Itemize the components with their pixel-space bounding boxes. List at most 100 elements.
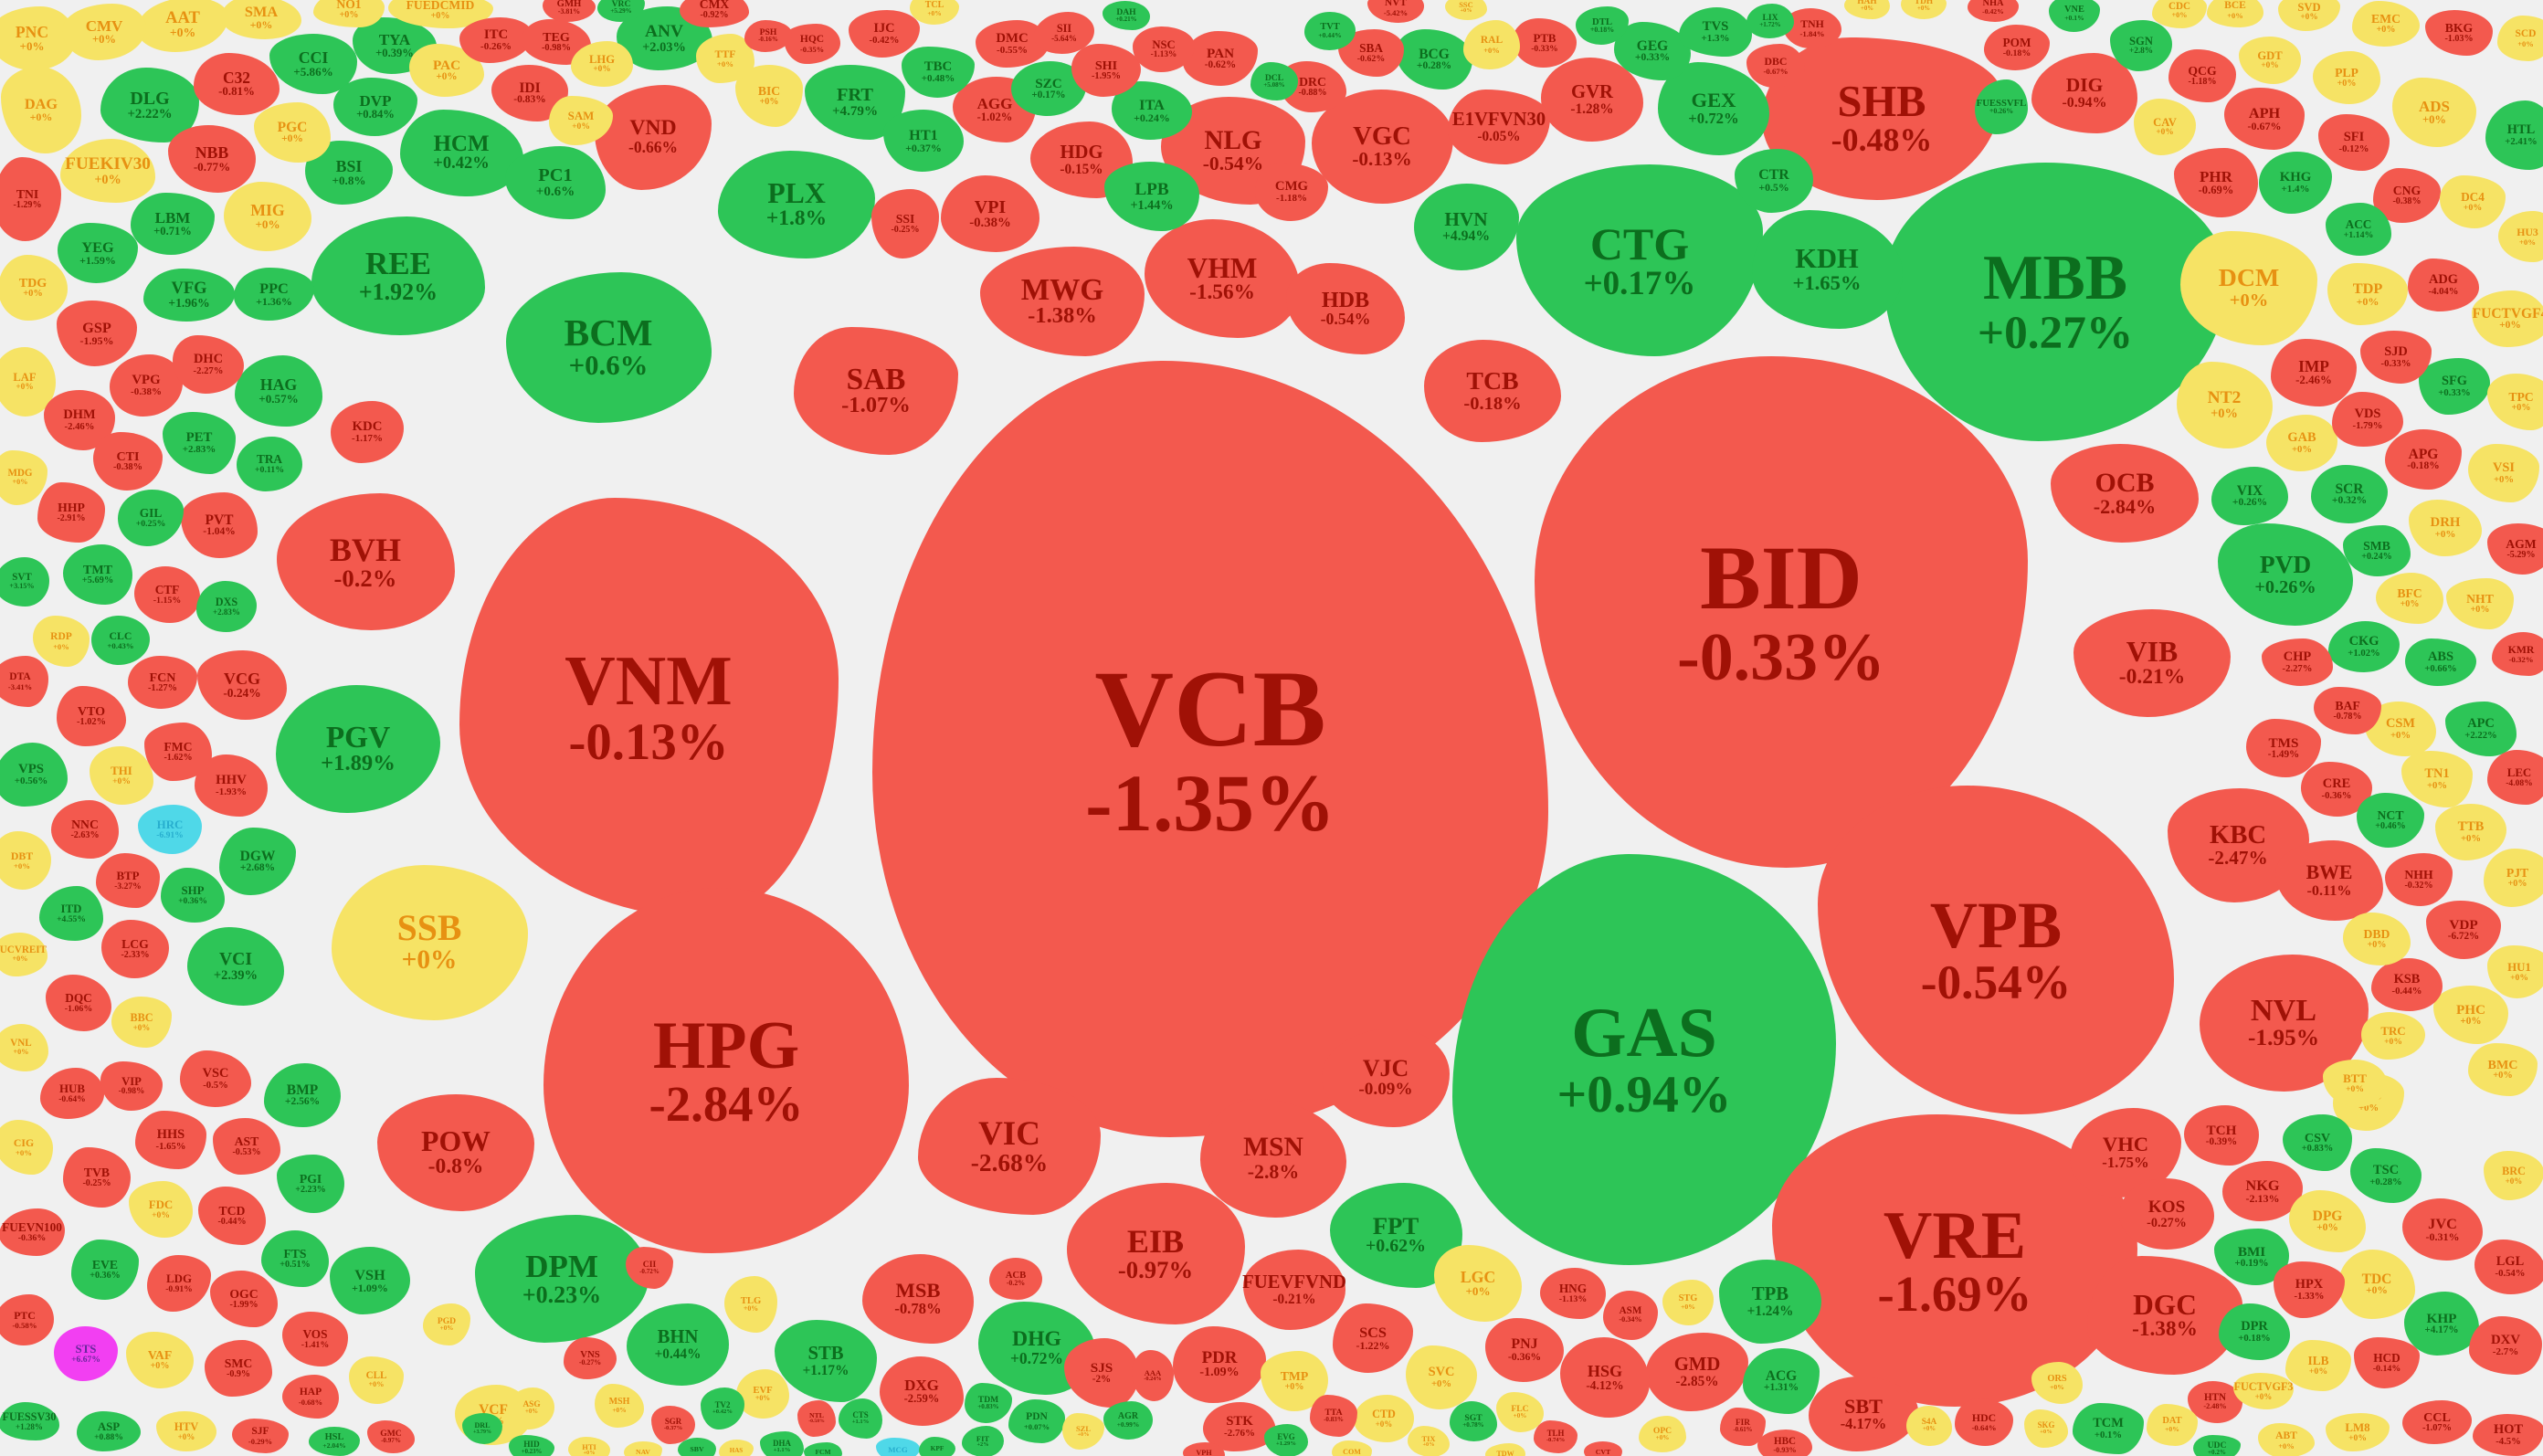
cell-ita[interactable]: ITA +0.24%: [1112, 81, 1192, 140]
cell-cts[interactable]: CTS +1.1%: [839, 1398, 882, 1439]
cell-qcg[interactable]: QCG -1.18%: [2168, 49, 2236, 102]
cell-sgr[interactable]: SGR -0.37%: [651, 1406, 695, 1444]
cell-fuessvfl[interactable]: FUESSVFL +0.26%: [1975, 79, 2028, 134]
cell-mwg[interactable]: MWG -1.38%: [980, 247, 1145, 356]
cell-sjs[interactable]: SJS -2%: [1064, 1338, 1139, 1408]
cell-vib[interactable]: VIB -0.21%: [2073, 609, 2231, 717]
cell-hot[interactable]: HOT -4.5%: [2473, 1414, 2543, 1456]
cell-eib[interactable]: EIB -0.97%: [1066, 1182, 1245, 1324]
cell-vsi[interactable]: VSI +0%: [2468, 444, 2539, 502]
cell-vip[interactable]: VIP -0.98%: [100, 1061, 163, 1111]
cell-bvh[interactable]: BVH -0.2%: [276, 493, 455, 630]
cell-dig[interactable]: DIG -0.94%: [2031, 53, 2137, 133]
cell-c32[interactable]: C32 -0.81%: [194, 53, 280, 115]
cell-opc[interactable]: OPC +0%: [1639, 1416, 1686, 1452]
cell-pdn[interactable]: PDN +0.07%: [1008, 1399, 1065, 1443]
cell-lec[interactable]: LEC -4.08%: [2487, 750, 2543, 805]
cell-adg[interactable]: ADG -4.04%: [2408, 258, 2479, 311]
cell-kpf[interactable]: KPF: [919, 1437, 955, 1456]
cell-lgc[interactable]: LGC +0%: [1434, 1245, 1522, 1322]
cell-ccl[interactable]: CCL -1.07%: [2402, 1400, 2472, 1444]
cell-fcm[interactable]: FCM: [804, 1442, 842, 1456]
cell-szl[interactable]: SZL +0%: [1062, 1413, 1104, 1450]
cell-cii[interactable]: CII -0.72%: [626, 1247, 673, 1289]
cell-pvt[interactable]: PVT -1.04%: [181, 492, 258, 558]
cell-hcd[interactable]: HCD -0.14%: [2354, 1337, 2420, 1388]
cell-hdc[interactable]: HDC -0.64%: [1955, 1398, 2013, 1446]
cell-ral[interactable]: RAL +0%: [1463, 20, 1520, 69]
cell-hag[interactable]: HAG +0.57%: [235, 355, 322, 427]
cell-dgw[interactable]: DGW +2.68%: [219, 828, 296, 895]
cell-sfg[interactable]: SFG +0.33%: [2419, 358, 2490, 415]
cell-tcm[interactable]: TCM +0.1%: [2073, 1403, 2144, 1454]
cell-vcb[interactable]: VCB -1.35%: [872, 361, 1548, 1137]
cell-lgl[interactable]: LGL -0.54%: [2474, 1240, 2543, 1294]
cell-fuevn100[interactable]: FUEVN100 -0.36%: [0, 1208, 65, 1256]
cell-vsc[interactable]: VSC -0.5%: [180, 1050, 251, 1107]
cell-evg[interactable]: EVG +1.29%: [1264, 1424, 1308, 1456]
cell-cig[interactable]: CIG +0%: [0, 1120, 53, 1175]
cell-lbm[interactable]: LBM +0.71%: [131, 193, 215, 255]
cell-bcg[interactable]: BCG +0.28%: [1396, 29, 1472, 90]
cell-dcm[interactable]: DCM +0%: [2180, 230, 2317, 345]
cell-sts[interactable]: STS +6.67%: [54, 1326, 118, 1381]
cell-hhp[interactable]: HHP -2.91%: [37, 482, 105, 543]
cell-tnh[interactable]: TNH -1.84%: [1783, 8, 1841, 48]
cell-nct[interactable]: NCT +0.46%: [2357, 793, 2424, 848]
cell-ptb[interactable]: PTB -0.33%: [1513, 18, 1577, 68]
cell-acg[interactable]: ACG +1.31%: [1743, 1348, 1820, 1414]
cell-fit[interactable]: FIT +2%: [962, 1426, 1004, 1456]
cell-csv[interactable]: CSV +0.83%: [2283, 1114, 2352, 1171]
cell-lhg[interactable]: LHG +0%: [571, 41, 633, 87]
cell-apg[interactable]: APG -0.18%: [2385, 429, 2462, 490]
cell-ijc[interactable]: IJC -0.42%: [849, 10, 920, 58]
cell-baf[interactable]: BAF -0.78%: [2314, 687, 2381, 734]
cell-stb[interactable]: STB +1.17%: [775, 1320, 877, 1402]
cell-no1[interactable]: NO1 +0%: [313, 0, 385, 27]
cell-bid[interactable]: BID -0.33%: [1535, 356, 2028, 868]
cell-fdc[interactable]: FDC +0%: [129, 1181, 193, 1238]
cell-hqc[interactable]: HQC -0.35%: [784, 24, 840, 64]
cell-vfg[interactable]: VFG +1.96%: [143, 269, 235, 322]
cell-gvr[interactable]: GVR -1.28%: [1541, 58, 1643, 142]
cell-gdt[interactable]: GDT +0%: [2239, 37, 2301, 84]
cell-gmd[interactable]: GMD -2.85%: [1646, 1333, 1748, 1411]
cell-evf[interactable]: EVF +0%: [736, 1369, 789, 1419]
cell-vpg[interactable]: VPG -0.38%: [110, 354, 183, 417]
cell-lcg[interactable]: LCG -2.33%: [101, 920, 169, 978]
cell-dpg[interactable]: DPG +0%: [2289, 1190, 2366, 1252]
cell-tra[interactable]: TRA +0.11%: [237, 437, 302, 491]
cell-dc4[interactable]: DC4 +0%: [2440, 175, 2506, 228]
cell-gmc[interactable]: GMC -0.97%: [367, 1420, 415, 1453]
cell-fts[interactable]: FTS +0.51%: [261, 1230, 329, 1287]
cell-tcl[interactable]: TCL +0%: [910, 0, 959, 25]
cell-vsh[interactable]: VSH +1.09%: [330, 1247, 410, 1314]
cell-pjt[interactable]: PJT +0%: [2484, 849, 2543, 907]
cell-tv2[interactable]: TV2 +0.42%: [701, 1387, 744, 1430]
cell-ptc[interactable]: PTC -0.58%: [0, 1294, 54, 1345]
cell-nvt[interactable]: NVT -5.42%: [1367, 0, 1424, 23]
cell-flc[interactable]: FLC +0%: [1496, 1392, 1544, 1432]
cell-sbv[interactable]: SBV: [678, 1438, 716, 1456]
cell-hti[interactable]: HTI +0%: [568, 1437, 610, 1456]
cell-sjf[interactable]: SJF -0.29%: [232, 1419, 289, 1453]
cell-tpc[interactable]: TPC +0%: [2487, 374, 2543, 430]
cell-pc1[interactable]: PC1 +0.6%: [505, 146, 606, 219]
cell-pac[interactable]: PAC +0%: [409, 44, 484, 97]
cell-gsp[interactable]: GSP -1.95%: [57, 301, 137, 366]
cell-msh[interactable]: MSH +0%: [595, 1384, 644, 1428]
cell-sbt[interactable]: SBT -4.17%: [1809, 1377, 1918, 1451]
cell-vns[interactable]: VNS -0.27%: [564, 1337, 617, 1379]
cell-tmp[interactable]: TMP +0%: [1261, 1351, 1328, 1411]
cell-vnd[interactable]: VND -0.66%: [595, 84, 712, 190]
cell-dbc[interactable]: DBC -0.67%: [1746, 44, 1805, 88]
cell-trc[interactable]: TRC +0%: [2361, 1012, 2425, 1060]
cell-btt[interactable]: BTT +0%: [2323, 1060, 2387, 1107]
cell-brc[interactable]: BRC +0%: [2484, 1151, 2543, 1200]
cell-fmc[interactable]: FMC -1.62%: [144, 723, 212, 781]
cell-nav[interactable]: NAV: [624, 1441, 662, 1456]
cell-acb[interactable]: ACB -0.2%: [989, 1258, 1042, 1300]
cell-nnc[interactable]: NNC -2.63%: [51, 800, 119, 859]
cell-htl[interactable]: HTL +2.41%: [2485, 100, 2543, 170]
cell-has[interactable]: HAS: [719, 1440, 754, 1456]
